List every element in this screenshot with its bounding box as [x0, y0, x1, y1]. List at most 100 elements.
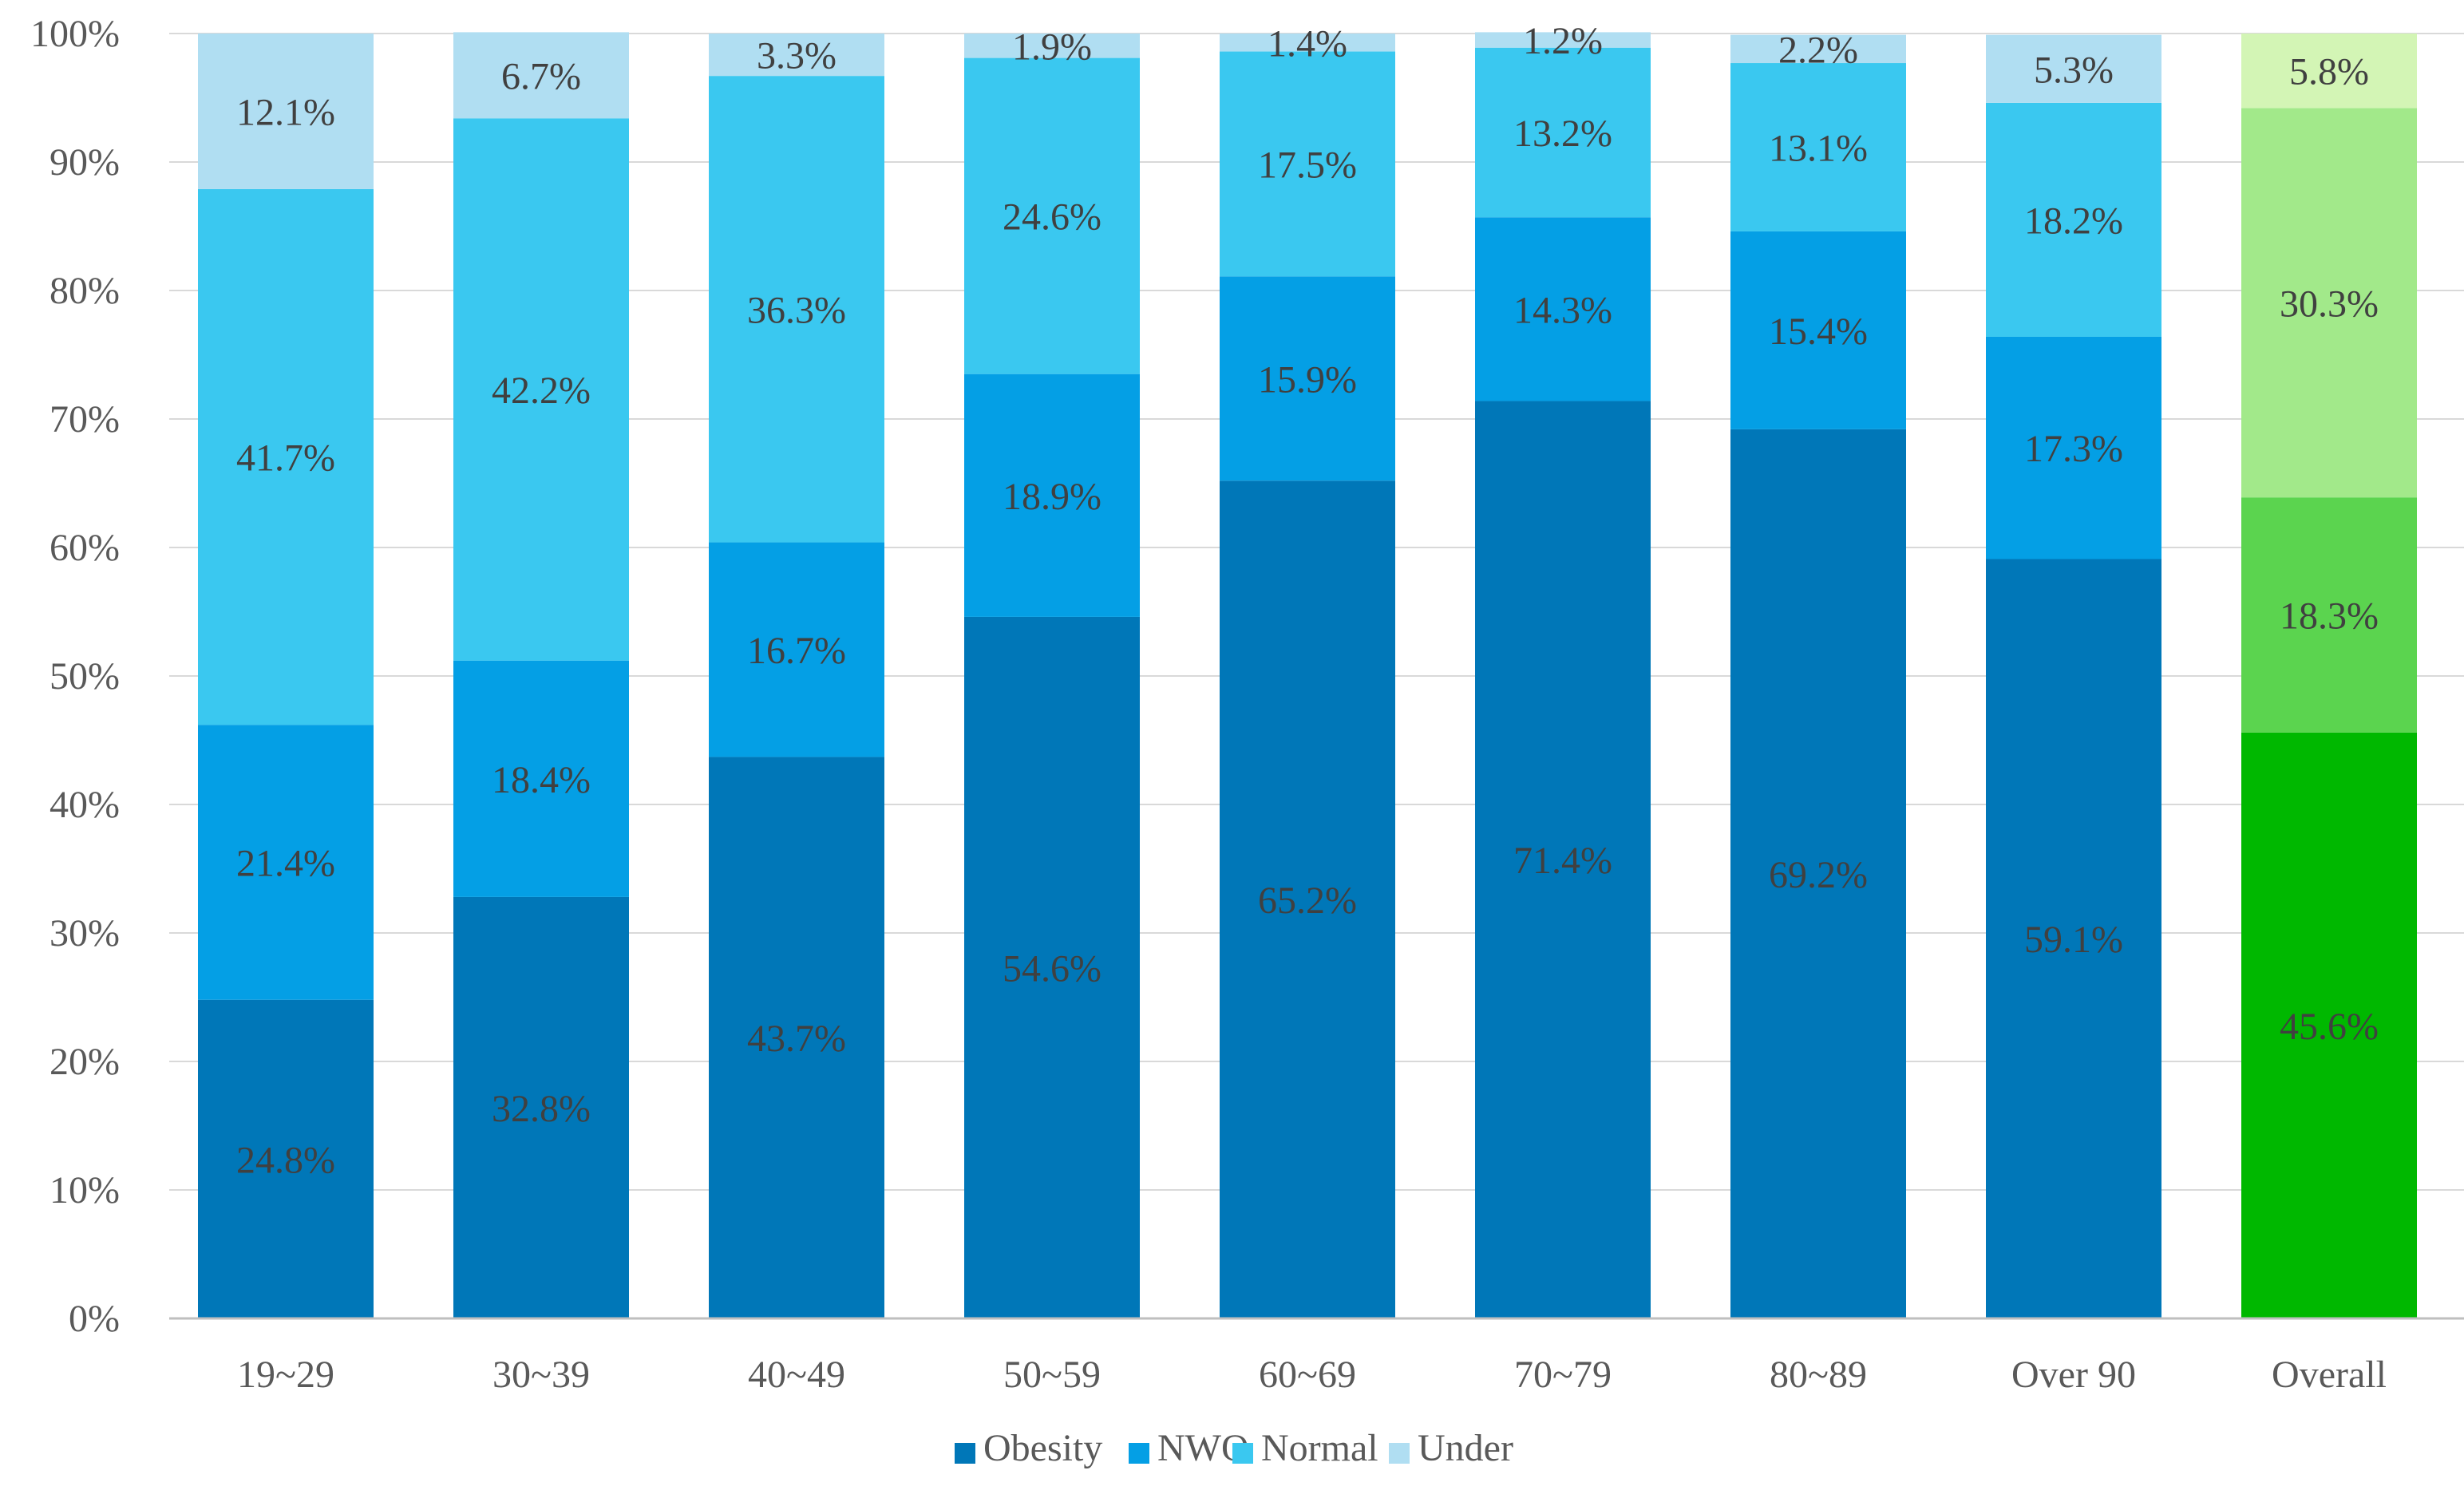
bar-segment-nwo: [198, 725, 374, 1000]
bar-segment-nwo: [1986, 336, 2161, 559]
bar-segment-under: [1986, 34, 2161, 103]
bar-segment-normal: [964, 57, 1140, 374]
data-label-nwo: 16.7%: [747, 630, 846, 672]
data-label-under: 1.9%: [1012, 26, 1092, 68]
bar-segment-nwo: [1730, 231, 1906, 429]
bar-segment-normal: [1730, 63, 1906, 231]
y-tick-label: 20%: [49, 1041, 120, 1083]
bar-segment-under: [1475, 32, 1651, 48]
data-label-obesity: 45.6%: [2280, 1006, 2379, 1048]
bar-segment-under: [964, 34, 1140, 58]
data-label-normal: 41.7%: [236, 437, 335, 479]
legend-label-obesity: Obesity: [983, 1427, 1102, 1469]
bar-segment-obesity: [1986, 559, 2161, 1318]
bar-segment-normal: [2241, 108, 2417, 498]
data-label-under: 2.2%: [1778, 29, 1858, 71]
y-tick-label: 60%: [49, 527, 120, 569]
data-label-under: 1.4%: [1268, 22, 1347, 65]
data-label-obesity: 69.2%: [1769, 854, 1868, 896]
data-label-normal: 17.5%: [1258, 144, 1357, 186]
bar-segment-nwo: [453, 660, 629, 897]
bar-segment-obesity: [964, 616, 1140, 1318]
x-category-label: 60~69: [1259, 1354, 1356, 1396]
bar-segment-nwo: [2241, 497, 2417, 733]
data-labels: 24.8% 21.4% 41.7% 12.1% 32.8% 18.4% 42.2% 6.7% 4…: [236, 20, 2379, 1181]
data-label-obesity: 65.2%: [1258, 879, 1357, 922]
bar-segment-under: [1730, 34, 1906, 64]
data-label-obesity: 59.1%: [2024, 919, 2123, 961]
bar-segment-under: [453, 32, 629, 119]
data-label-under: 3.3%: [757, 35, 836, 77]
data-label-obesity: 43.7%: [747, 1018, 846, 1060]
data-label-normal: 42.2%: [492, 370, 591, 412]
bar-segment-under: [2241, 34, 2417, 109]
bar-segment-nwo: [1220, 276, 1395, 481]
legend-swatch-under: [1389, 1443, 1410, 1464]
y-tick-label: 30%: [49, 912, 120, 955]
data-label-nwo: 17.3%: [2024, 428, 2123, 470]
data-label-nwo: 18.4%: [492, 759, 591, 801]
x-category-label: Over 90: [2011, 1354, 2136, 1396]
data-label-normal: 36.3%: [747, 289, 846, 331]
bar-segment-nwo: [1475, 217, 1651, 401]
bar-segment-under: [1220, 34, 1395, 52]
y-axis-ticks: 0% 10% 20% 30% 40% 50% 60% 70% 80% 90% 100%: [30, 13, 120, 1340]
data-label-nwo: 18.9%: [1003, 476, 1101, 518]
bar-segment-normal: [453, 118, 629, 661]
data-label-normal: 30.3%: [2280, 283, 2379, 325]
x-category-label: 30~39: [492, 1354, 590, 1396]
data-label-obesity: 24.8%: [236, 1139, 335, 1181]
y-tick-label: 10%: [49, 1169, 120, 1211]
data-label-nwo: 18.3%: [2280, 595, 2379, 638]
bar-segment-obesity: [1730, 429, 1906, 1318]
data-label-under: 6.7%: [501, 55, 581, 97]
y-tick-label: 0%: [69, 1298, 120, 1340]
x-category-label: 70~79: [1514, 1354, 1612, 1396]
legend-swatch-obesity: [955, 1443, 975, 1464]
x-category-label: 19~29: [237, 1354, 334, 1396]
data-label-nwo: 15.4%: [1769, 310, 1868, 353]
data-label-nwo: 15.9%: [1258, 358, 1357, 401]
data-label-obesity: 54.6%: [1003, 947, 1101, 990]
x-category-label: 40~49: [748, 1354, 845, 1396]
data-label-normal: 18.2%: [2024, 200, 2123, 242]
data-label-normal: 13.1%: [1769, 127, 1868, 169]
y-tick-label: 70%: [49, 398, 120, 441]
bar-segment-normal: [709, 76, 884, 543]
data-label-nwo: 14.3%: [1513, 289, 1612, 331]
bar-segment-normal: [198, 188, 374, 725]
y-tick-label: 90%: [49, 141, 120, 184]
data-label-under: 1.2%: [1523, 20, 1603, 62]
bar-segment-obesity: [709, 757, 884, 1318]
data-label-normal: 13.2%: [1513, 113, 1612, 155]
x-category-label: 80~89: [1770, 1354, 1867, 1396]
x-category-label: Overall: [2272, 1354, 2387, 1396]
bar-segment-normal: [1475, 47, 1651, 218]
y-tick-label: 40%: [49, 784, 120, 826]
x-category-label: 50~59: [1003, 1354, 1101, 1396]
legend: Obesity NWO Normal Under: [955, 1427, 1513, 1469]
y-tick-label: 100%: [30, 13, 120, 55]
bar-segment-under: [198, 34, 374, 189]
y-tick-label: 50%: [49, 655, 120, 698]
legend-swatch-normal: [1232, 1443, 1253, 1464]
data-label-under: 5.8%: [2289, 51, 2369, 93]
data-label-under: 5.3%: [2034, 49, 2114, 91]
bar-segment-obesity: [2241, 732, 2417, 1318]
bar-segment-normal: [1986, 102, 2161, 337]
data-label-nwo: 21.4%: [236, 842, 335, 884]
legend-label-normal: Normal: [1261, 1427, 1378, 1469]
bar-segment-obesity: [453, 896, 629, 1318]
bar-segment-nwo: [709, 542, 884, 757]
bar-segment-under: [709, 34, 884, 77]
bar-segment-nwo: [964, 374, 1140, 617]
data-label-obesity: 32.8%: [492, 1088, 591, 1130]
bars: [198, 32, 2417, 1319]
legend-swatch-nwo: [1129, 1443, 1149, 1464]
data-label-obesity: 71.4%: [1513, 840, 1612, 882]
y-tick-label: 80%: [49, 270, 120, 312]
data-label-normal: 24.6%: [1003, 196, 1101, 239]
bar-segment-obesity: [1475, 401, 1651, 1319]
